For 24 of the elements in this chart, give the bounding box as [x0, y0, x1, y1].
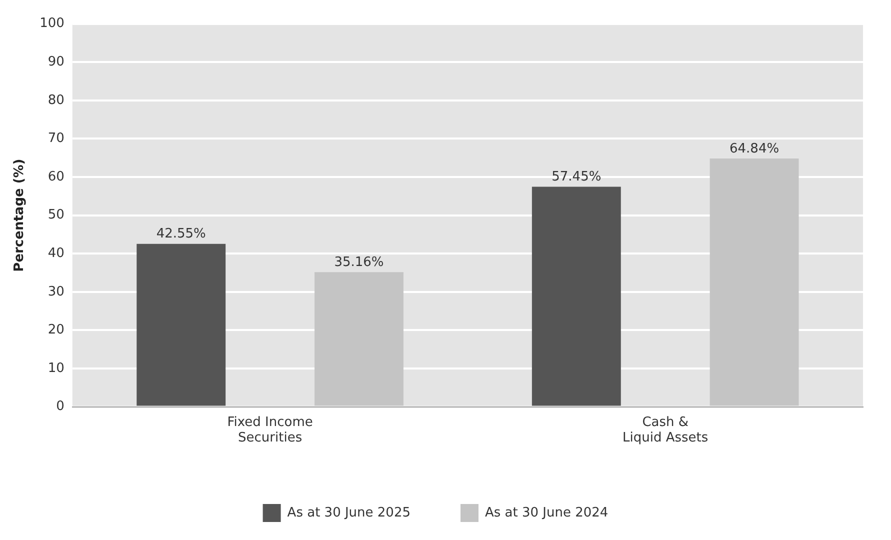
legend-label: As at 30 June 2025 — [287, 505, 411, 520]
y-tick-label: 50 — [48, 208, 64, 223]
x-tick-label: Cash & Liquid Assets — [622, 414, 708, 446]
y-tick-label: 10 — [48, 360, 64, 376]
y-tick-label: 30 — [48, 284, 64, 300]
bar — [136, 244, 226, 406]
bar — [532, 186, 621, 406]
y-tick-label: 40 — [48, 246, 64, 261]
legend-label: As at 30 June 2024 — [485, 505, 608, 520]
bar — [710, 158, 799, 406]
data-label: 64.84% — [730, 141, 780, 156]
y-axis-title: Percentage (%) — [12, 158, 28, 272]
y-tick-label: 100 — [40, 16, 64, 32]
y-tick-label: 20 — [48, 322, 64, 338]
y-tick-label: 80 — [48, 92, 64, 108]
x-tick-label: Fixed Income Securities — [227, 414, 313, 446]
bar — [314, 272, 404, 406]
data-label: 35.16% — [334, 255, 384, 270]
y-tick-label: 0 — [56, 399, 64, 414]
y-tick-label: 90 — [48, 54, 64, 70]
y-tick-label: 60 — [48, 169, 64, 184]
y-tick-label: 70 — [48, 131, 64, 146]
data-label: 42.55% — [156, 226, 206, 242]
data-label: 57.45% — [552, 170, 602, 185]
